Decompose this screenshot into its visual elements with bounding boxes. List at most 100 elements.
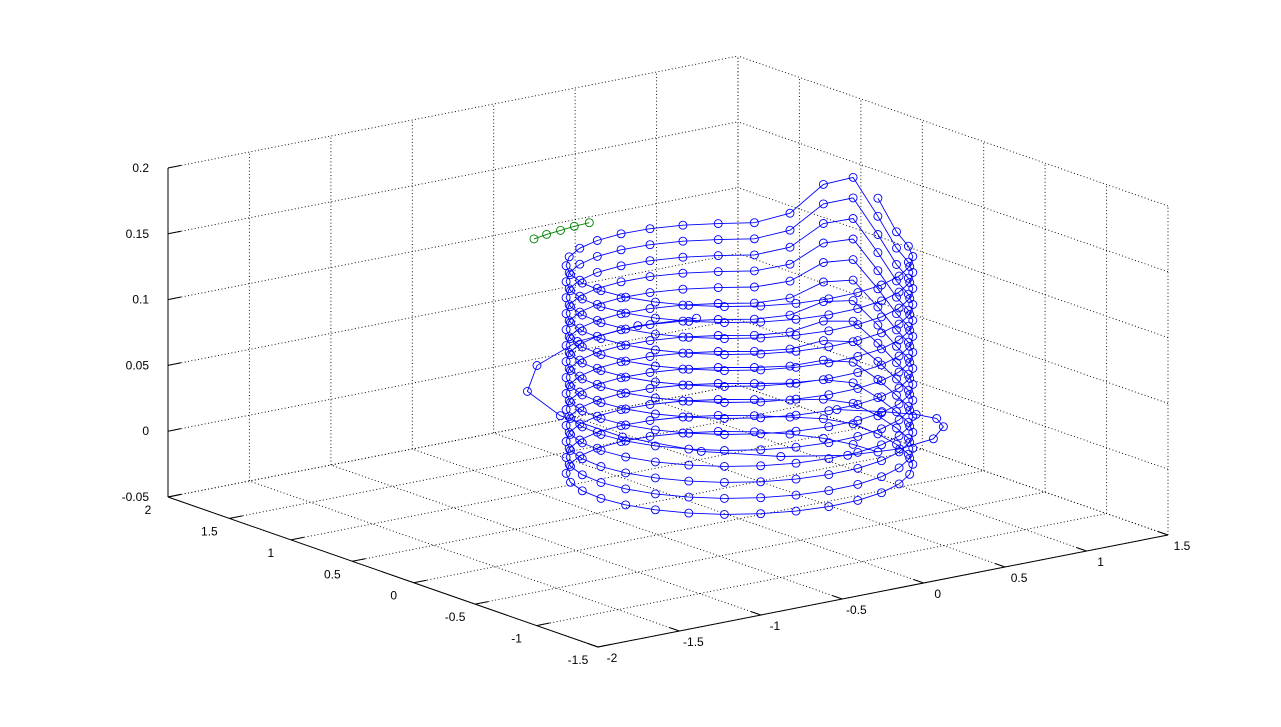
data-point-marker <box>908 363 918 373</box>
data-point-marker <box>848 172 858 182</box>
data-point-marker <box>684 476 694 486</box>
floor-gridline <box>574 416 1006 568</box>
data-point-marker <box>928 434 938 444</box>
data-point-marker <box>596 382 606 392</box>
data-point-marker <box>684 444 694 454</box>
floor-gridline <box>475 491 1046 605</box>
data-point-marker <box>877 328 886 338</box>
data-point-marker <box>905 437 915 447</box>
data-point-marker <box>577 374 587 384</box>
data-point-marker <box>905 453 915 463</box>
data-point-marker <box>645 224 655 234</box>
data-point-marker <box>894 319 904 329</box>
data-point-marker <box>575 243 585 253</box>
data-point-marker <box>791 506 801 516</box>
data-point-marker <box>575 275 585 285</box>
data-point-marker <box>616 293 626 303</box>
data-point-marker <box>908 284 918 293</box>
data-point-marker <box>785 378 795 388</box>
data-point-marker <box>894 351 904 361</box>
data-point-marker <box>877 280 886 290</box>
data-point-marker <box>616 405 626 415</box>
data-point-marker <box>818 179 828 189</box>
data-point-marker <box>561 261 571 271</box>
z-tick-label: 0.15 <box>126 227 150 241</box>
z-tick-mark <box>167 164 182 169</box>
data-point-marker <box>877 408 886 418</box>
data-point-marker <box>877 296 886 306</box>
data-point-marker <box>818 219 828 228</box>
data-point-marker <box>877 344 886 354</box>
x-tick-label: -1.5 <box>683 635 704 649</box>
data-point-marker <box>756 333 766 343</box>
data-point-marker <box>577 294 587 304</box>
data-point-marker <box>791 442 801 452</box>
data-point-marker <box>903 257 913 267</box>
data-point-marker <box>678 428 688 438</box>
data-point-marker <box>818 238 828 248</box>
data-point-marker <box>756 477 766 487</box>
z-tick-mark <box>167 296 182 301</box>
data-point-marker <box>566 286 575 296</box>
data-point-marker <box>791 410 801 420</box>
y-tick-label: -1.5 <box>568 653 589 667</box>
x-tick-mark <box>1158 531 1169 536</box>
data-point-marker <box>678 220 688 230</box>
data-point-marker <box>561 373 571 383</box>
data-point-marker <box>566 302 575 312</box>
y-tick-label: -0.5 <box>445 610 466 624</box>
data-point-marker <box>873 193 883 203</box>
data-point-marker <box>892 407 901 417</box>
data-point-marker <box>713 235 723 245</box>
data-point-marker <box>905 389 915 399</box>
data-point-marker <box>853 479 863 489</box>
data-point-marker <box>785 225 795 235</box>
data-point-marker <box>596 446 606 455</box>
data-point-marker <box>678 332 688 342</box>
data-point-marker <box>645 352 655 361</box>
data-point-marker <box>616 389 626 399</box>
data-point-marker <box>877 312 886 322</box>
x-tick-mark <box>913 579 924 584</box>
data-point-marker <box>756 445 766 455</box>
data-point-marker <box>903 337 913 347</box>
data-point-marker <box>785 208 795 218</box>
data-point-marker <box>678 252 688 262</box>
data-point-marker <box>713 379 723 388</box>
data-point-marker <box>522 386 532 396</box>
x-tick-label: -2 <box>607 651 618 665</box>
data-point-marker <box>575 403 585 413</box>
data-point-marker <box>791 474 801 484</box>
data-point-marker <box>575 307 585 317</box>
data-point-marker <box>650 425 660 435</box>
data-point-marker <box>575 339 585 349</box>
data-point-marker <box>791 330 801 340</box>
data-point-marker <box>596 318 606 328</box>
data-point-marker <box>650 489 660 499</box>
y-axis-line <box>167 496 599 648</box>
back-wall-gridline <box>167 187 739 301</box>
side-wall-gridline <box>737 121 1169 273</box>
data-point-marker <box>645 304 655 314</box>
data-point-marker <box>848 378 858 388</box>
data-point-marker <box>566 350 575 359</box>
data-point-marker <box>645 336 655 346</box>
data-point-marker <box>756 509 766 519</box>
data-point-marker <box>596 334 606 344</box>
series-2 <box>529 218 594 244</box>
data-point-marker <box>903 401 913 411</box>
data-point-marker <box>592 251 602 261</box>
data-point-marker <box>566 429 575 439</box>
data-point-marker <box>848 398 858 408</box>
data-point-marker <box>818 297 828 307</box>
data-point-marker <box>877 392 886 402</box>
data-point-marker <box>908 443 918 453</box>
data-point-marker <box>616 245 626 255</box>
data-point-marker <box>592 267 602 277</box>
data-point-marker <box>903 417 913 427</box>
data-point-marker <box>542 229 552 239</box>
data-point-marker <box>616 437 626 447</box>
data-point-marker <box>566 477 575 487</box>
data-point-marker <box>894 447 904 457</box>
data-point-marker <box>892 243 901 253</box>
